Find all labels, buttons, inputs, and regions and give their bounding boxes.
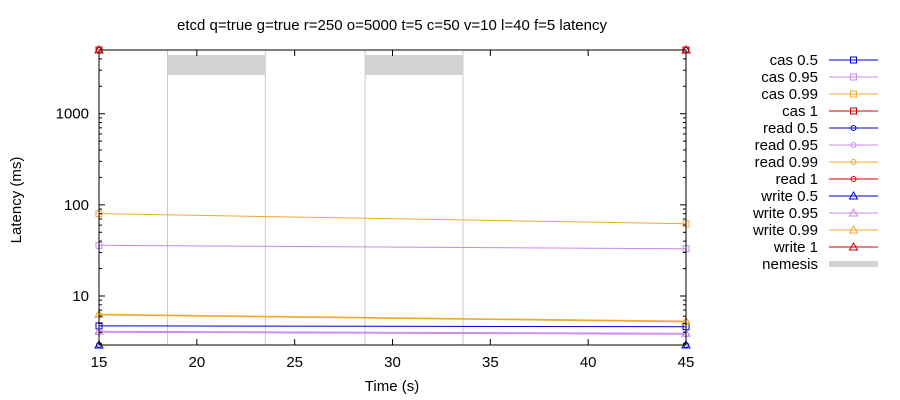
legend-marker: [848, 224, 859, 234]
legend-label: read 0.5: [763, 120, 818, 137]
series-line: [98, 331, 687, 335]
legend-marker: [850, 125, 857, 131]
series-layer: [94, 44, 691, 349]
plot-frame: [98, 49, 687, 346]
legend-label: cas 0.95: [761, 69, 818, 86]
legend-label: cas 1: [782, 103, 818, 120]
series-cas-0_5: [95, 322, 690, 331]
x-tick-label: 15: [91, 354, 108, 371]
series-line: [98, 313, 687, 322]
legend-entry: read 1: [775, 171, 878, 188]
legend-marker: [850, 142, 857, 148]
legend-marker: [850, 107, 857, 115]
legend-marker: [850, 56, 857, 64]
legend-label: read 1: [775, 171, 818, 188]
chart-title: etcd q=true g=true r=250 o=5000 t=5 c=50…: [177, 17, 607, 34]
series-write-0_99: [94, 309, 691, 325]
axes-layer: 15 20 25 30 35 40 45 10 100 1000: [56, 49, 695, 371]
series-write-0_95: [94, 326, 691, 337]
y-axis-label: Latency (ms): [8, 157, 25, 244]
y-tick-label: 1000: [56, 106, 89, 123]
legend-marker: [850, 176, 857, 182]
series-cas-0_95: [95, 241, 690, 253]
series-line: [98, 314, 687, 323]
series-line: [98, 330, 687, 334]
legend-marker: [848, 241, 859, 251]
nemesis-bar: [365, 55, 463, 75]
legend-label: write 0.95: [752, 205, 818, 222]
series-line: [98, 213, 687, 225]
series-line: [98, 325, 687, 328]
series-cas-0_99: [95, 210, 690, 228]
x-tick-label: 30: [384, 354, 401, 371]
legend-entry: cas 0.95: [761, 69, 878, 86]
legend-marker: [848, 207, 859, 217]
legend-label: write 0.99: [752, 222, 818, 239]
legend-label: read 0.95: [755, 137, 818, 154]
legend-label: cas 0.99: [761, 86, 818, 103]
x-axis-label: Time (s): [365, 378, 419, 395]
legend-entry: cas 0.99: [761, 86, 878, 103]
legend-marker: [850, 73, 857, 81]
legend-entry: write 0.5: [760, 188, 878, 205]
series-line: [98, 244, 687, 250]
legend-marker: [848, 190, 859, 200]
x-tick-label: 35: [482, 354, 499, 371]
x-tick-label: 20: [188, 354, 205, 371]
legend-entry: write 0.99: [752, 222, 878, 239]
x-tick-label: 40: [580, 354, 597, 371]
y-tick-label: 10: [72, 288, 89, 305]
legend-marker: [850, 159, 857, 165]
x-tick-label: 45: [678, 354, 695, 371]
legend-entry: cas 0.5: [770, 52, 878, 69]
legend-label: read 0.99: [755, 154, 818, 171]
legend-label: cas 0.5: [770, 52, 818, 69]
legend-entry: write 0.95: [752, 205, 878, 222]
legend-entry: read 0.5: [763, 120, 878, 137]
legend-label: write 1: [773, 239, 818, 256]
legend-entry-nemesis: nemesis: [762, 256, 878, 273]
series-read-0_99: [96, 311, 689, 325]
nemesis-bar: [167, 55, 266, 75]
x-tick-label: 25: [286, 354, 303, 371]
y-tick-label: 100: [64, 197, 89, 214]
legend-entry: write 1: [773, 239, 878, 256]
legend-nemesis-swatch: [829, 261, 878, 267]
legend-entry: read 0.99: [755, 154, 878, 171]
legend-entry: cas 1: [782, 103, 878, 120]
legend-marker: [850, 90, 857, 98]
legend-label: write 0.5: [760, 188, 818, 205]
nemesis-layer: [166, 50, 464, 345]
legend-label: nemesis: [762, 256, 818, 273]
legend-entry: read 0.95: [755, 137, 878, 154]
